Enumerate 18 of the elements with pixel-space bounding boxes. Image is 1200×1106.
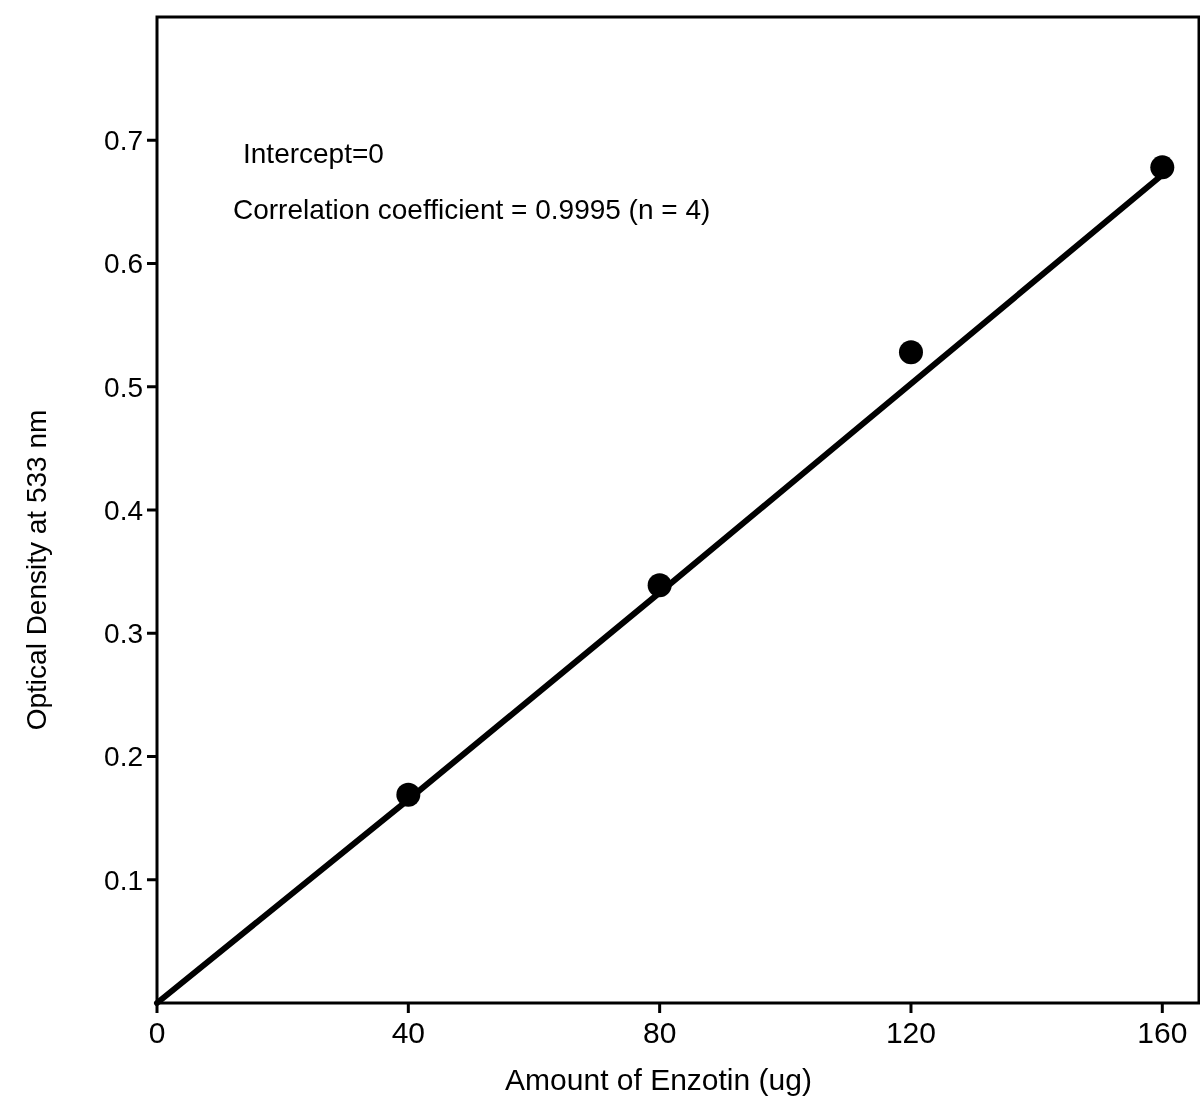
x-tick-label: 80 (642, 1016, 677, 1049)
y-axis-title: Optical Density at 533 nm (21, 409, 52, 731)
x-axis-title: Amount of Enzotin (ug) (505, 1063, 812, 1096)
annotation: Correlation coefficient = 0.9995 (n = 4) (233, 194, 711, 225)
point (898, 340, 923, 365)
y-tick-label: 0.5 (104, 371, 143, 403)
y-tick-label: 0.1 (104, 864, 143, 896)
x-tick-label: 160 (1137, 1016, 1188, 1049)
annotation: Intercept=0 (243, 138, 384, 169)
x-tick-label: 0 (148, 1016, 166, 1049)
y-tick-label: 0.4 (104, 494, 143, 526)
y-tick-label: 0.7 (104, 125, 143, 157)
y-tick-label: 0.3 (104, 618, 143, 650)
x-tick-label: 120 (885, 1016, 937, 1049)
y-tick-label: 0.2 (104, 741, 143, 773)
point (1150, 155, 1175, 180)
y-tick-label: 0.6 (104, 248, 143, 280)
x-tick-label: 40 (391, 1016, 426, 1049)
